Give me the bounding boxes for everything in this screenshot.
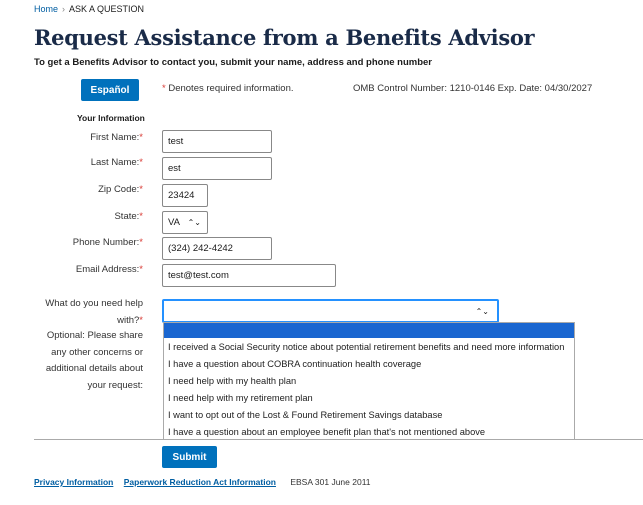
breadcrumb: Home › ASK A QUESTION <box>34 4 144 14</box>
required-note: * Denotes required information. <box>162 83 294 94</box>
divider <box>34 439 643 440</box>
last-name-label: Last Name:* <box>90 157 143 168</box>
page-title: Request Assistance from a Benefits Advis… <box>34 25 535 50</box>
dropdown-option[interactable]: I want to opt out of the Lost & Found Re… <box>168 410 443 420</box>
phone-input[interactable]: (324) 242-4242 <box>162 237 272 260</box>
first-name-label: First Name:* <box>90 132 143 143</box>
state-select[interactable]: VA ⌃⌄ <box>162 211 208 234</box>
dropdown-option[interactable]: I have a question about an employee bene… <box>168 427 486 437</box>
state-label: State:* <box>114 211 143 222</box>
privacy-link[interactable]: Privacy Information <box>34 477 114 487</box>
paperwork-link[interactable]: Paperwork Reduction Act Information <box>123 477 276 487</box>
help-label: What do you need help with?* <box>45 298 143 326</box>
dropdown-option[interactable]: I need help with my retirement plan <box>168 393 313 403</box>
last-name-input[interactable]: est <box>162 157 272 180</box>
email-input[interactable]: test@test.com <box>162 264 336 287</box>
footer: Privacy Information Paperwork Reduction … <box>34 477 371 487</box>
email-label: Email Address:* <box>75 264 143 275</box>
help-select[interactable]: ⌃⌄ <box>162 299 499 323</box>
first-name-input[interactable]: test <box>162 130 272 153</box>
zip-input[interactable]: 23424 <box>162 184 208 207</box>
form-id: EBSA 301 June 2011 <box>290 477 371 487</box>
chevron-updown-icon: ⌃⌄ <box>475 306 489 316</box>
section-heading: Your Information <box>77 113 145 123</box>
help-dropdown-list: I received a Social Security notice abou… <box>163 322 575 440</box>
chevron-right-icon: › <box>62 4 66 14</box>
chevron-updown-icon: ⌃⌄ <box>187 218 201 227</box>
breadcrumb-home[interactable]: Home <box>34 4 59 14</box>
omb-number: OMB Control Number: 1210-0146 Exp. Date:… <box>353 83 593 94</box>
espanol-button[interactable]: Español <box>81 79 139 101</box>
page-subtitle: To get a Benefits Advisor to contact you… <box>34 57 433 68</box>
optional-label: Optional: Please share any other concerns… <box>45 330 143 392</box>
dropdown-option[interactable]: I have a question about COBRA continuati… <box>168 359 422 369</box>
zip-label: Zip Code:* <box>98 184 143 195</box>
submit-button[interactable]: Submit <box>162 446 217 468</box>
breadcrumb-current: ASK A QUESTION <box>69 4 145 14</box>
dropdown-option[interactable]: I received a Social Security notice abou… <box>168 342 565 352</box>
phone-label: Phone Number:* <box>72 237 143 248</box>
dropdown-option-empty[interactable] <box>164 323 574 338</box>
dropdown-option[interactable]: I need help with my health plan <box>168 376 297 386</box>
